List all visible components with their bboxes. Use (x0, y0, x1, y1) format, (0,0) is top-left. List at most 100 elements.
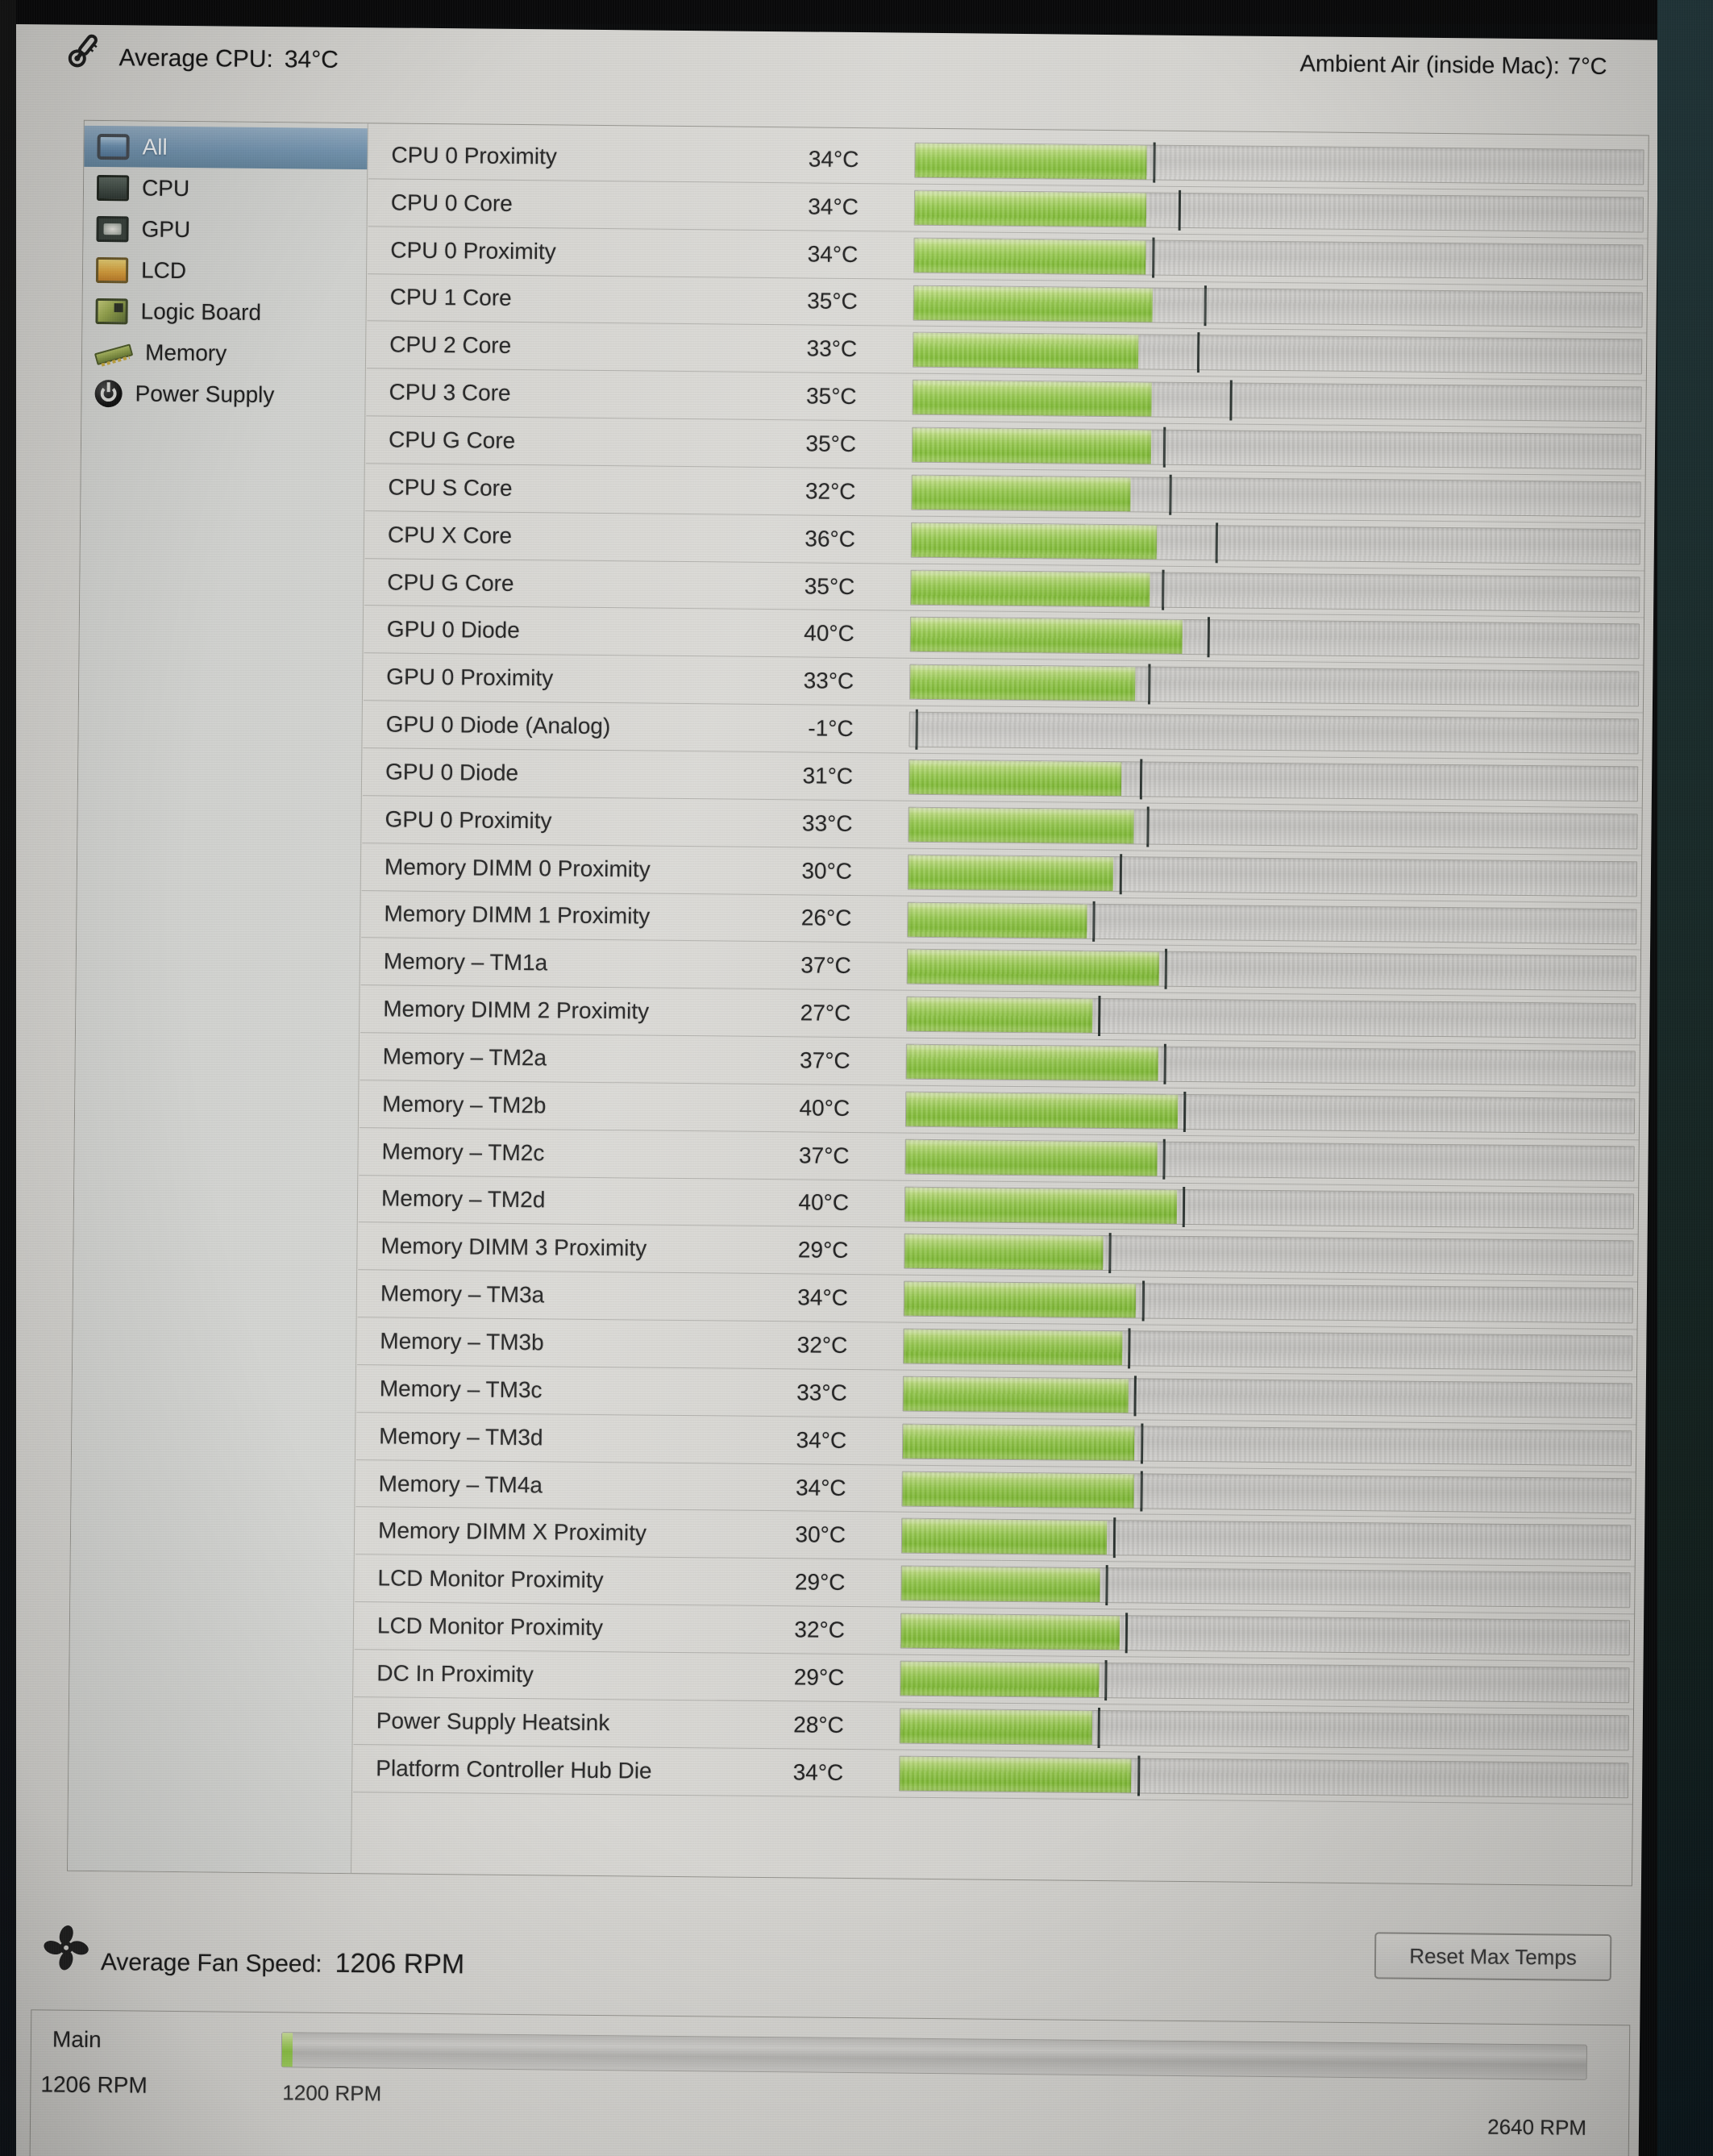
sidebar-item-label: LCD (140, 257, 187, 283)
temp-bar-fill (914, 238, 1146, 275)
sidebar-item-all[interactable]: All (84, 125, 368, 170)
temp-bar-track (899, 1755, 1629, 1798)
temp-bar-fill (908, 760, 1121, 797)
sensor-name: CPU S Core (388, 474, 513, 501)
max-temp-marker (1145, 806, 1150, 847)
all-display-icon (97, 133, 130, 160)
temp-bar-track (903, 1328, 1633, 1371)
temp-bar-track (904, 1233, 1634, 1276)
sensor-value: 33°C (796, 1380, 847, 1405)
temp-bar-fill (903, 1376, 1129, 1413)
sensor-name: Memory DIMM 1 Proximity (384, 901, 651, 930)
temp-bar-fill (907, 950, 1160, 987)
sidebar-item-cpu[interactable]: CPU (84, 167, 367, 210)
max-temp-marker (1163, 1043, 1167, 1084)
temp-bar-track (899, 1707, 1629, 1751)
memory-icon (94, 343, 134, 366)
max-temp-marker (1215, 522, 1218, 564)
sensor-value: 34°C (795, 1474, 846, 1500)
sensor-name: Memory – TM2d (380, 1185, 546, 1213)
max-temp-marker (1162, 427, 1166, 468)
sensor-name: Memory – TM3c (379, 1376, 543, 1403)
sensor-name: Memory – TM2b (382, 1091, 547, 1118)
sensor-name: GPU 0 Proximity (386, 664, 554, 691)
sensor-value: 33°C (806, 335, 858, 362)
temp-bar-track (910, 522, 1641, 565)
temp-bar-track (902, 1376, 1632, 1419)
sensor-value: 29°C (793, 1664, 845, 1690)
temp-bar-track (912, 379, 1642, 422)
power-supply-icon (94, 379, 123, 407)
sensor-value: 35°C (805, 431, 857, 457)
temp-bar-fill (910, 664, 1136, 701)
reset-max-temps-button[interactable]: Reset Max Temps (1374, 1932, 1612, 1982)
sidebar-item-memory[interactable]: Memory (82, 331, 365, 375)
max-temp-marker (1133, 1376, 1137, 1417)
sensor-name: Memory – TM1a (383, 948, 548, 976)
temp-bar-track (914, 142, 1644, 185)
max-temp-marker (915, 709, 919, 750)
sensor-value: 32°C (805, 478, 856, 504)
temp-bar-fill (915, 143, 1147, 180)
temp-bar-fill (902, 1471, 1135, 1509)
temp-bar-track (911, 474, 1641, 518)
max-temp-marker (1183, 1091, 1187, 1132)
sensor-name: LCD Monitor Proximity (376, 1613, 604, 1641)
sensor-name: CPU 1 Core (389, 284, 512, 311)
temp-bar-fill (913, 333, 1139, 369)
sensor-value: 34°C (796, 1427, 847, 1453)
sidebar-item-label: Power Supply (135, 380, 275, 407)
fan-max-rpm-label: 2640 RPM (1487, 2114, 1587, 2140)
temp-bar-track (909, 617, 1640, 660)
sensor-value: 40°C (799, 1095, 850, 1121)
sidebar-item-label: GPU (141, 216, 191, 242)
ambient-air-readout: Ambient Air (inside Mac): 7°C (1299, 51, 1607, 81)
screen-right-bezel (1657, 0, 1713, 2156)
temp-bar-fill (904, 1187, 1177, 1224)
temp-bar-fill (913, 380, 1152, 417)
sensor-value: 34°C (807, 241, 859, 267)
average-fan-speed-readout: Average Fan Speed: 1206 RPM (101, 1946, 465, 1980)
temp-bar-track (909, 664, 1640, 707)
category-sidebar: All CPU GPU LCD Logic Board Memory Power Suppl… (68, 120, 368, 1874)
max-temp-marker (1162, 1138, 1166, 1180)
sensor-name: LCD Monitor Proximity (377, 1565, 604, 1593)
temp-bar-fill (900, 1709, 1092, 1745)
sensor-name: CPU 0 Proximity (390, 237, 556, 264)
max-temp-marker (1137, 1755, 1141, 1796)
max-temp-marker (1139, 1471, 1143, 1512)
lcd-icon (95, 256, 129, 283)
sensor-name: Memory – TM2a (382, 1043, 547, 1071)
sensor-list: CPU 0 Proximity 34°C CPU 0 Core 34°C CPU 0 P… (352, 131, 1649, 1804)
sensor-name: Memory DIMM X Proximity (377, 1517, 647, 1546)
max-temp-marker (1207, 617, 1211, 658)
temp-bar-fill (913, 285, 1153, 323)
sidebar-item-label: Logic Board (140, 298, 262, 325)
temp-bar-track (913, 189, 1644, 233)
fan-speed-slider[interactable] (281, 2032, 1588, 2080)
sidebar-item-gpu[interactable]: GPU (83, 208, 366, 252)
temp-bar-fill (908, 807, 1134, 844)
sensor-name: Memory – TM4a (378, 1470, 543, 1497)
fan-speed-slider-fill (281, 2033, 293, 2067)
max-temp-marker (1229, 380, 1233, 421)
sensor-value: 37°C (800, 1047, 850, 1073)
sidebar-item-power-supply[interactable]: Power Supply (81, 373, 364, 416)
sensor-value: 40°C (798, 1189, 850, 1216)
sensor-name: GPU 0 Proximity (385, 806, 552, 834)
sidebar-item-lcd[interactable]: LCD (83, 249, 366, 293)
screen-left-bezel (0, 0, 16, 2156)
sensor-value: 32°C (794, 1617, 846, 1643)
sensor-value: 30°C (795, 1521, 846, 1548)
thermometer-icon (68, 34, 98, 68)
temp-bar-track (905, 1043, 1636, 1087)
sensor-value: 35°C (804, 572, 855, 599)
fan-min-rpm-label: 1200 RPM (282, 2080, 382, 2106)
sidebar-item-logic-board[interactable]: Logic Board (82, 290, 365, 334)
temp-bar-track (906, 996, 1636, 1039)
temp-bar-fill (900, 1756, 1132, 1793)
sensor-name: Memory – TM3a (380, 1280, 545, 1308)
max-temp-marker (1108, 1233, 1112, 1274)
temp-bar-track (901, 1423, 1632, 1467)
sensors-panel: All CPU GPU LCD Logic Board Memory Power Suppl… (67, 119, 1649, 1887)
